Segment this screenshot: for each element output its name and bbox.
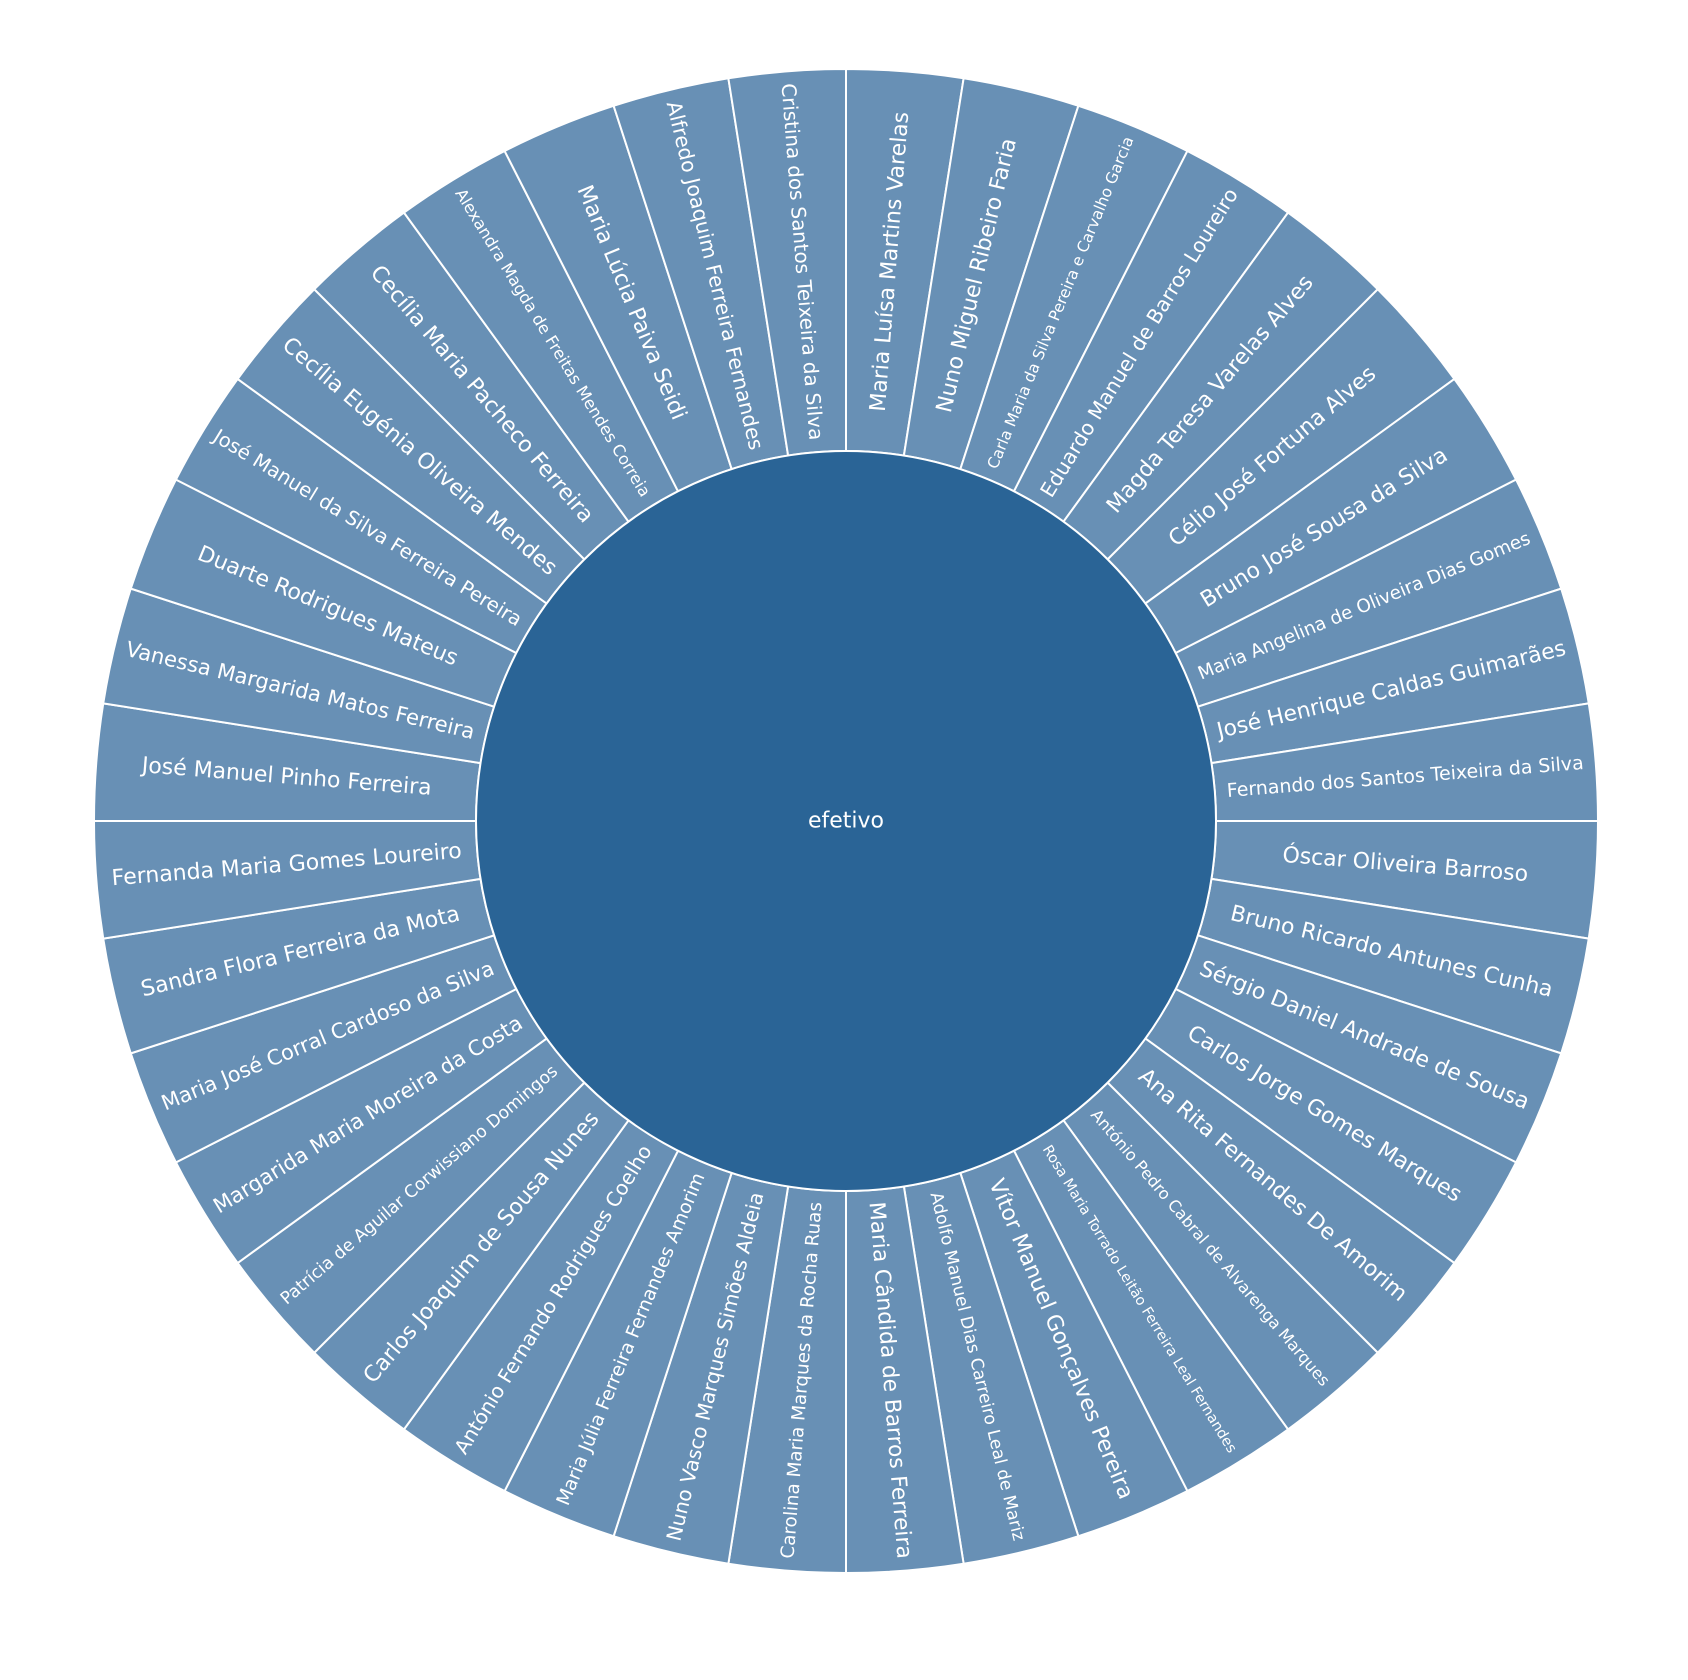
root-label: efetivo xyxy=(808,809,884,834)
leaf-ring xyxy=(92,67,1600,1575)
root-sector[interactable] xyxy=(475,450,1217,1192)
